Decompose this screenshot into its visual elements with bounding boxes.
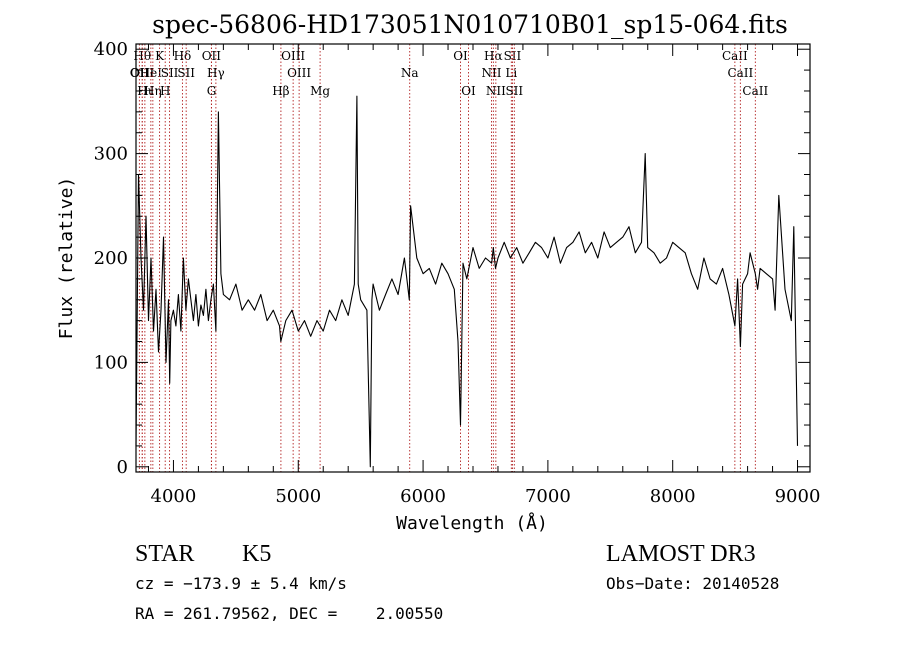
marker-label: CaII xyxy=(727,66,753,80)
subclass-label: K5 xyxy=(242,541,271,567)
marker-label: K xyxy=(155,49,165,63)
y-tick-label: 0 xyxy=(117,457,128,478)
marker-label: SII xyxy=(177,66,195,80)
marker-label: OI xyxy=(461,84,476,98)
marker-label: H xyxy=(160,84,170,98)
marker-label: NII xyxy=(486,84,506,98)
marker-label: OIII xyxy=(287,66,311,80)
marker-label: CaII xyxy=(742,84,768,98)
x-axis-ticks: 4000 5000 6000 7000 8000 9000 xyxy=(147,44,821,507)
marker-label: Hβ xyxy=(272,84,289,98)
y-tick-label: 300 xyxy=(94,144,128,165)
spectrum-line xyxy=(135,95,799,468)
spectrum-series xyxy=(135,95,799,468)
y-tick-label: 200 xyxy=(94,248,128,269)
obs-date-text: Obs−Date: 20140528 xyxy=(606,574,779,593)
marker-label: Mg xyxy=(310,84,330,98)
x-tick-label: 4000 xyxy=(151,486,197,507)
x-tick-label: 9000 xyxy=(775,486,821,507)
x-tick-label: 5000 xyxy=(275,486,321,507)
x-tick-label: 7000 xyxy=(525,486,571,507)
emission-line-markers: OIIHθOIIIHιHeIHηKHSIIHδSIIOIIGHγHβOIIIOI… xyxy=(130,44,768,472)
x-axis-label: Wavelength (Å) xyxy=(396,512,548,534)
x-tick-label: 8000 xyxy=(650,486,696,507)
marker-label: Li xyxy=(505,66,517,80)
marker-label: G xyxy=(207,84,217,98)
marker-label: OI xyxy=(453,49,468,63)
marker-label: Hα xyxy=(484,49,503,63)
class-label: STAR xyxy=(135,541,194,567)
marker-label: SII xyxy=(161,66,179,80)
marker-label: Hη xyxy=(144,84,162,98)
y-tick-label: 400 xyxy=(94,39,128,60)
chart-title: spec-56806-HD173051N010710B01_sp15-064.f… xyxy=(152,10,788,39)
marker-label: CaII xyxy=(722,49,748,63)
marker-label: Hδ xyxy=(174,49,192,63)
survey-label: LAMOST DR3 xyxy=(606,541,756,567)
marker-label: Hγ xyxy=(207,66,225,80)
marker-label: Hι xyxy=(137,84,152,98)
plot-frame xyxy=(135,43,811,473)
coordinates-text: RA = 261.79562, DEC = 2.00550 xyxy=(135,604,443,623)
marker-label: OIII xyxy=(281,49,305,63)
y-axis-label: Flux (relative) xyxy=(56,177,77,340)
marker-label: Na xyxy=(401,66,419,80)
marker-label: NII xyxy=(481,66,501,80)
marker-label: SII xyxy=(504,49,522,63)
x-tick-label: 6000 xyxy=(400,486,446,507)
y-tick-label: 100 xyxy=(94,352,128,373)
marker-label: SII xyxy=(505,84,523,98)
marker-label: HeI xyxy=(140,66,163,80)
marker-label: OII xyxy=(130,66,150,80)
redshift-text: cz = −173.9 ± 5.4 km/s xyxy=(135,574,347,593)
y-axis-ticks: 0 100 200 300 400 xyxy=(94,39,810,478)
